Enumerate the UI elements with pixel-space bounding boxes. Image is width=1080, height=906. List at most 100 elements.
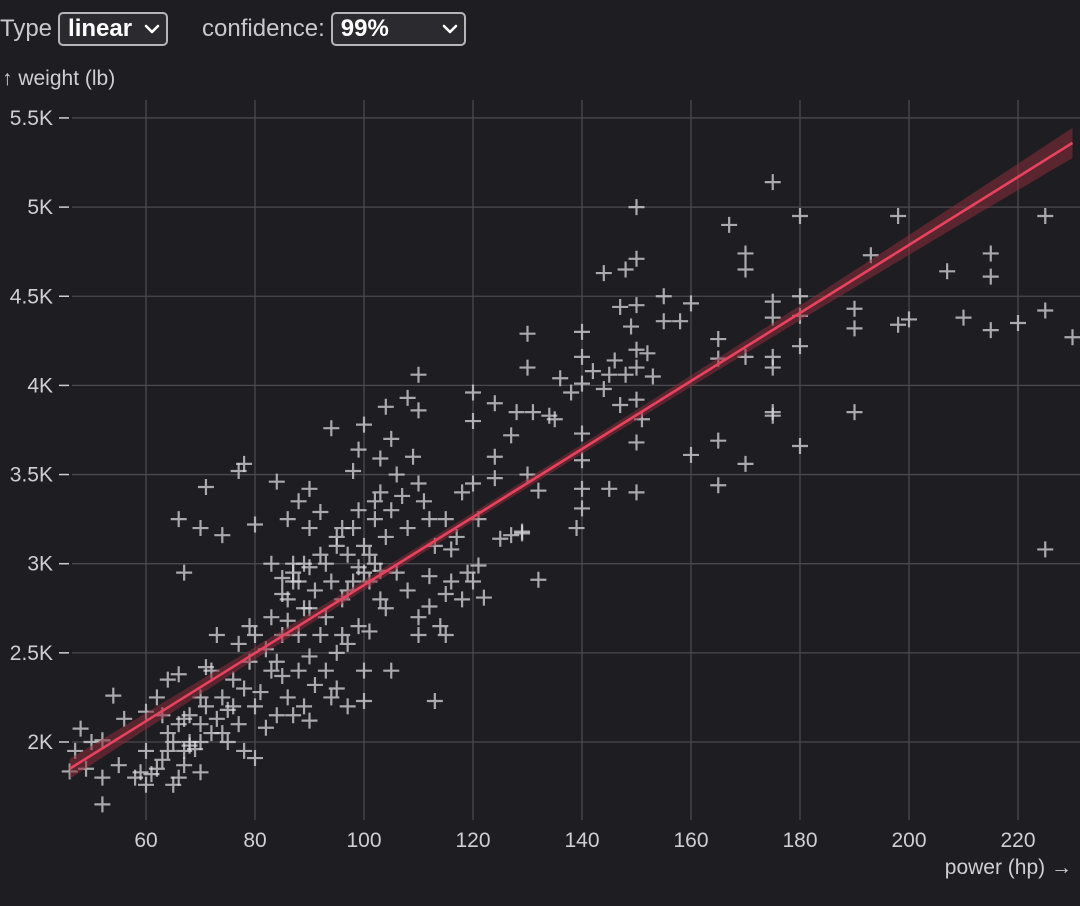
data-point — [148, 760, 165, 777]
data-point — [94, 769, 111, 786]
confidence-label: confidence: — [202, 15, 325, 42]
data-point — [138, 776, 154, 793]
data-point — [628, 391, 645, 408]
data-point — [524, 404, 541, 421]
data-point — [285, 564, 302, 581]
data-point — [410, 627, 427, 644]
y-tick-label: 3K — [27, 553, 53, 576]
data-point — [181, 707, 198, 724]
data-point — [214, 725, 231, 742]
data-point — [574, 425, 590, 442]
data-point — [574, 480, 590, 497]
data-point — [154, 751, 171, 768]
data-point — [132, 764, 149, 781]
data-point — [290, 662, 307, 679]
data-point — [764, 309, 781, 326]
data-point — [426, 692, 443, 709]
data-point — [377, 600, 394, 617]
data-point — [230, 716, 247, 733]
data-point — [94, 796, 111, 813]
data-point — [530, 482, 547, 499]
data-point — [514, 525, 531, 542]
data-point — [639, 345, 656, 362]
x-tick-label: 60 — [134, 829, 157, 852]
data-point — [563, 384, 580, 401]
data-point — [268, 473, 285, 490]
y-axis: 2K 2.5K 3K 3.5K 4K 4.5K 5K 5.5K — [10, 107, 69, 754]
data-point — [486, 470, 503, 487]
data-point — [503, 427, 520, 444]
data-point — [792, 208, 808, 225]
data-point — [312, 503, 329, 520]
data-point — [214, 689, 231, 706]
type-select[interactable]: linear — [58, 12, 169, 46]
x-axis-label: power (hp) → — [945, 856, 1072, 879]
data-point — [394, 487, 411, 504]
data-point — [328, 528, 345, 545]
data-point — [644, 368, 661, 385]
y-tick-label: 3.5K — [10, 464, 53, 487]
data-point — [356, 692, 372, 709]
x-tick-label: 80 — [243, 829, 266, 852]
data-point — [443, 541, 460, 558]
data-point — [421, 568, 438, 585]
y-tick-label: 5.5K — [10, 107, 53, 130]
data-point — [247, 627, 263, 644]
data-point — [606, 352, 623, 369]
data-point — [672, 313, 689, 330]
data-point — [350, 502, 367, 519]
data-point — [279, 511, 296, 528]
data-point — [399, 520, 416, 537]
x-tick-label: 220 — [1000, 829, 1035, 852]
data-point — [192, 764, 209, 781]
data-point — [574, 375, 590, 392]
data-point — [628, 434, 645, 451]
data-point — [890, 208, 907, 225]
y-tick-label: 2K — [27, 731, 53, 754]
data-point — [350, 618, 367, 635]
data-point — [197, 479, 214, 496]
data-point — [356, 537, 372, 554]
data-point — [383, 430, 400, 447]
y-tick-label: 4.5K — [10, 285, 53, 308]
data-point — [492, 530, 509, 547]
data-point — [301, 712, 318, 729]
data-point — [268, 653, 285, 670]
data-point — [148, 689, 165, 706]
regression-layer — [69, 127, 1074, 779]
confidence-select[interactable]: 99% — [330, 12, 466, 46]
data-point — [465, 384, 481, 401]
data-point — [486, 448, 503, 465]
data-point — [323, 689, 340, 706]
data-point — [110, 757, 127, 774]
x-axis: 60 80 100 120 140 160 180 200 220 — [134, 829, 1035, 852]
data-point — [356, 662, 372, 679]
data-point — [1037, 208, 1054, 225]
data-point — [1037, 541, 1054, 558]
data-point — [306, 582, 323, 599]
data-point — [846, 404, 863, 421]
data-point — [306, 676, 323, 693]
data-point — [437, 511, 454, 528]
data-point — [410, 609, 427, 626]
data-point — [530, 571, 547, 588]
data-point — [421, 511, 438, 528]
data-point — [247, 750, 263, 767]
data-point — [574, 500, 590, 517]
data-point — [116, 710, 133, 727]
data-point — [792, 338, 808, 355]
data-point — [399, 389, 416, 406]
data-point — [617, 366, 634, 383]
data-point — [982, 268, 999, 285]
data-point — [236, 680, 253, 697]
data-point — [192, 716, 209, 733]
data-point — [263, 555, 280, 572]
data-point — [955, 309, 972, 326]
data-point — [225, 671, 242, 688]
data-point — [301, 648, 318, 665]
data-point — [241, 618, 258, 635]
data-point — [257, 719, 274, 736]
data-point — [159, 742, 176, 759]
data-point — [285, 707, 302, 724]
